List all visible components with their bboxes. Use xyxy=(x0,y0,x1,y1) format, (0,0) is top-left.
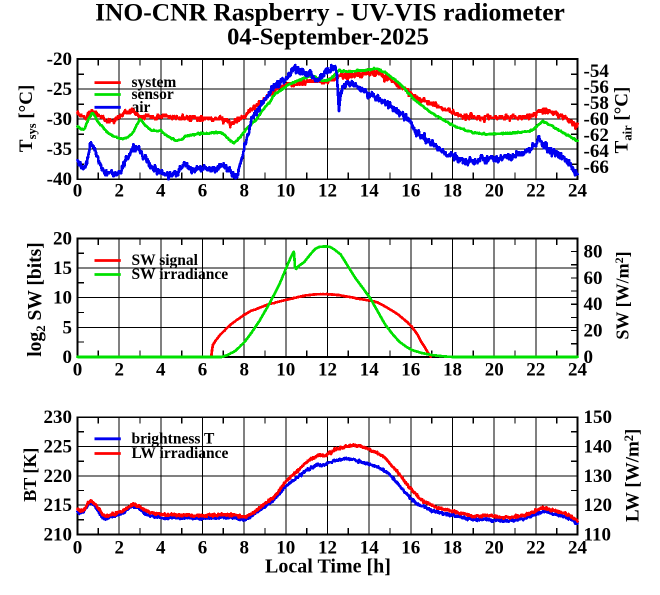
svg-text:18: 18 xyxy=(443,359,462,380)
svg-text:20: 20 xyxy=(485,181,504,202)
svg-text:0: 0 xyxy=(73,359,83,380)
svg-text:SW signal: SW signal xyxy=(132,252,199,269)
svg-text:-66: -66 xyxy=(584,157,609,178)
svg-text:12: 12 xyxy=(318,538,337,559)
svg-text:6: 6 xyxy=(198,359,208,380)
svg-text:20: 20 xyxy=(584,321,603,342)
svg-text:-62: -62 xyxy=(584,125,609,146)
svg-text:10: 10 xyxy=(276,538,295,559)
svg-text:225: 225 xyxy=(44,437,73,458)
svg-text:16: 16 xyxy=(401,181,420,202)
svg-text:6: 6 xyxy=(198,538,208,559)
svg-text:12: 12 xyxy=(318,181,337,202)
svg-text:24: 24 xyxy=(568,359,588,380)
svg-text:130: 130 xyxy=(584,466,613,487)
svg-text:16: 16 xyxy=(401,359,420,380)
svg-text:16: 16 xyxy=(401,538,420,559)
svg-text:18: 18 xyxy=(443,181,462,202)
svg-text:22: 22 xyxy=(526,359,545,380)
svg-text:0: 0 xyxy=(584,347,594,368)
svg-text:-58: -58 xyxy=(584,93,609,114)
svg-text:BT [K]: BT [K] xyxy=(20,448,40,502)
svg-text:210: 210 xyxy=(44,525,73,546)
svg-text:-54: -54 xyxy=(584,61,610,82)
svg-text:-30: -30 xyxy=(47,109,72,130)
svg-text:14: 14 xyxy=(360,181,380,202)
svg-text:INO-CNR Raspberry - UV-VIS rad: INO-CNR Raspberry - UV-VIS radiometer xyxy=(95,0,565,27)
svg-text:22: 22 xyxy=(526,538,545,559)
svg-text:Tair [°C]: Tair [°C] xyxy=(612,87,635,154)
svg-text:air: air xyxy=(132,99,151,116)
svg-text:SW irradiance: SW irradiance xyxy=(132,266,229,283)
svg-text:14: 14 xyxy=(360,538,380,559)
svg-text:18: 18 xyxy=(443,538,462,559)
svg-text:0: 0 xyxy=(63,347,73,368)
svg-text:system: system xyxy=(132,74,177,91)
svg-text:4: 4 xyxy=(156,538,166,559)
svg-text:5: 5 xyxy=(63,317,73,338)
svg-text:22: 22 xyxy=(526,181,545,202)
svg-text:2: 2 xyxy=(114,359,124,380)
svg-text:8: 8 xyxy=(239,181,249,202)
svg-text:150: 150 xyxy=(584,407,613,428)
svg-text:24: 24 xyxy=(568,538,588,559)
svg-text:12: 12 xyxy=(318,359,337,380)
svg-text:-40: -40 xyxy=(47,169,72,190)
svg-text:LW [W/m2]: LW [W/m2] xyxy=(622,429,644,522)
svg-text:Local Time [h]: Local Time [h] xyxy=(265,556,391,578)
svg-text:15: 15 xyxy=(53,258,72,279)
svg-text:sensor: sensor xyxy=(132,86,174,103)
svg-text:04-September-2025: 04-September-2025 xyxy=(227,24,429,51)
svg-text:0: 0 xyxy=(73,538,83,559)
svg-text:24: 24 xyxy=(568,181,588,202)
svg-text:-35: -35 xyxy=(47,139,72,160)
svg-text:220: 220 xyxy=(44,466,73,487)
svg-text:6: 6 xyxy=(198,181,208,202)
svg-text:4: 4 xyxy=(156,181,166,202)
svg-text:8: 8 xyxy=(239,359,249,380)
svg-text:120: 120 xyxy=(584,495,613,516)
svg-text:20: 20 xyxy=(485,359,504,380)
svg-text:SW [W/m2]: SW [W/m2] xyxy=(612,251,633,339)
svg-text:10: 10 xyxy=(276,359,295,380)
svg-text:-25: -25 xyxy=(47,79,72,100)
svg-text:215: 215 xyxy=(44,495,73,516)
svg-text:log2 SW [bits]: log2 SW [bits] xyxy=(25,242,48,357)
svg-text:-56: -56 xyxy=(584,77,609,98)
svg-text:60: 60 xyxy=(584,268,603,289)
svg-text:80: 80 xyxy=(584,242,603,263)
svg-text:-60: -60 xyxy=(584,109,609,130)
svg-text:-64: -64 xyxy=(584,141,610,162)
svg-text:20: 20 xyxy=(485,538,504,559)
svg-text:2: 2 xyxy=(114,538,124,559)
svg-text:0: 0 xyxy=(73,181,83,202)
svg-text:LW irradiance: LW irradiance xyxy=(132,445,229,462)
svg-text:4: 4 xyxy=(156,359,166,380)
svg-text:8: 8 xyxy=(239,538,249,559)
svg-text:40: 40 xyxy=(584,294,603,315)
svg-text:10: 10 xyxy=(53,288,72,309)
svg-text:2: 2 xyxy=(114,181,124,202)
svg-text:110: 110 xyxy=(584,525,611,546)
svg-text:20: 20 xyxy=(53,228,72,249)
svg-text:230: 230 xyxy=(44,407,73,428)
svg-text:brightness T: brightness T xyxy=(132,430,215,447)
svg-text:140: 140 xyxy=(584,437,613,458)
svg-text:10: 10 xyxy=(276,181,295,202)
svg-text:-20: -20 xyxy=(47,49,72,70)
svg-text:14: 14 xyxy=(360,359,380,380)
svg-text:Tsys [°C]: Tsys [°C] xyxy=(16,85,39,152)
